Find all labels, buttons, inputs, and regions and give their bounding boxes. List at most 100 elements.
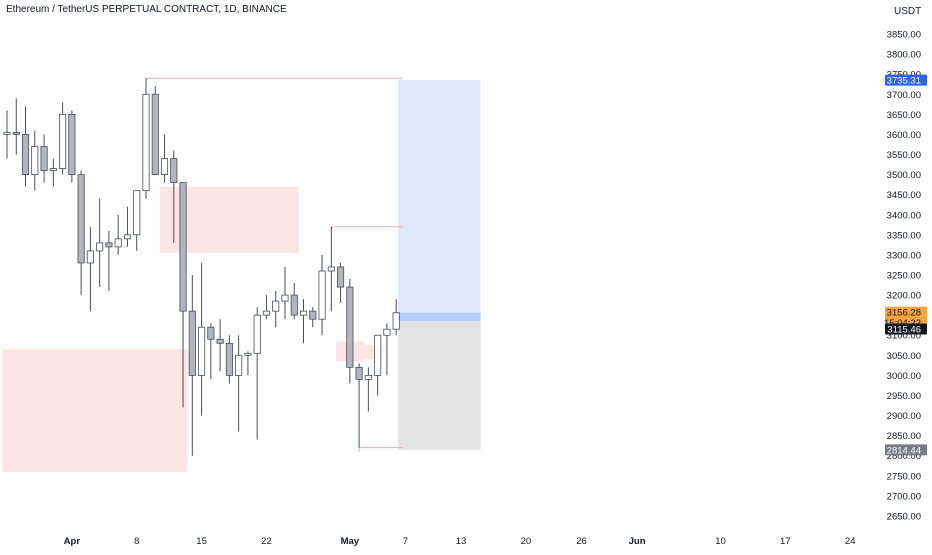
x-tick-5: 7 [403,536,408,547]
supply-zone-0 [2,349,188,472]
badge-stop-value: 2814.44 [887,445,921,456]
candle-body-11 [105,242,113,248]
y-tick-11: 3200.00 [887,291,921,302]
candle-body-32 [299,310,308,316]
candle-body-15 [142,93,150,192]
candle-body-26 [244,352,252,356]
y-tick-24: 3850.00 [887,30,921,41]
y-tick-13: 3300.00 [887,250,921,261]
y-tick-23: 3800.00 [887,50,921,61]
candle-body-30 [281,294,289,302]
candle-body-38 [355,366,363,380]
candle-body-35 [327,266,335,272]
candle-body-40 [374,334,382,376]
candle-body-28 [262,310,270,316]
currency-label[interactable]: USDT [894,6,922,17]
x-tick-0: Apr [64,536,81,547]
x-tick-11: 17 [780,536,791,547]
candle-body-1 [12,132,20,135]
candles-layer [3,78,400,456]
y-tick-15: 3400.00 [887,210,921,221]
y-tick-16: 3450.00 [887,190,921,201]
candle-body-34 [318,270,326,320]
candle-body-21 [198,326,206,376]
target-zone [398,80,481,322]
x-tick-10: 10 [715,536,726,547]
x-tick-4: May [341,536,360,547]
candle-body-36 [337,266,345,288]
candle-body-10 [96,242,104,252]
badge-current [885,306,927,329]
x-tick-12: 24 [845,536,856,547]
candle-body-14 [133,190,141,236]
y-tick-21: 3700.00 [887,90,921,101]
y-tick-5: 2900.00 [887,411,921,422]
candle-body-41 [383,328,391,336]
candle-body-7 [68,113,76,176]
candle-body-22 [207,326,215,340]
candle-body-13 [123,234,132,240]
y-tick-9: 3100.00 [887,331,921,342]
candle-body-33 [309,310,317,320]
candle-body-27 [253,314,261,354]
x-tick-7: 20 [521,536,532,547]
candle-body-19 [179,182,187,312]
candle-body-20 [188,310,196,376]
x-tick-1: 8 [134,536,139,547]
candle-body-24 [225,342,233,376]
stop-zone [398,321,481,450]
y-tick-17: 3500.00 [887,170,921,181]
candle-body-42 [392,312,400,330]
zones-layer [2,186,383,472]
y-tick-7: 3000.00 [887,371,921,382]
y-tick-3: 2800.00 [887,451,921,462]
candle-body-3 [31,146,39,176]
badge-target [885,74,927,86]
y-tick-20: 3650.00 [887,110,921,121]
candle-body-17 [160,158,169,176]
y-tick-2: 2750.00 [887,471,921,482]
badge-entry-value: 3115.46 [887,325,921,336]
x-tick-6: 13 [456,536,467,547]
candle-body-25 [235,354,243,376]
x-tick-3: 22 [261,536,272,547]
badge-entry [885,323,927,335]
candle-body-9 [86,250,94,264]
badge-stop [885,444,927,456]
candle-body-18 [170,158,178,184]
candle-body-6 [59,113,67,169]
chart-title: Ethereum / TetherUS PERPETUAL CONTRACT, … [6,4,287,15]
candle-body-31 [290,294,298,316]
x-tick-9: Jun [629,536,646,547]
candle-body-37 [346,286,354,368]
y-tick-14: 3350.00 [887,230,921,241]
candle-body-4 [40,146,48,171]
position-tool [398,80,481,450]
time-axis: Apr 8 15 22 May 7 13 20 26 Jun 10 17 24 [64,536,856,547]
y-tick-19: 3600.00 [887,130,921,141]
candle-body-39 [364,374,372,380]
y-tick-8: 3050.00 [887,351,921,362]
candle-body-23 [216,338,224,344]
x-tick-8: 26 [576,536,587,547]
badge-current-value: 3156.28 [887,308,921,319]
candle-body-2 [21,134,30,176]
y-tick-0: 2650.00 [887,511,921,522]
y-tick-18: 3550.00 [887,150,921,161]
y-tick-1: 2700.00 [887,491,921,502]
y-tick-4: 2850.00 [887,431,921,442]
y-tick-6: 2950.00 [887,391,921,402]
y-tick-12: 3250.00 [887,271,921,282]
badge-target-value: 3735.31 [887,76,921,87]
candle-body-8 [77,174,85,264]
candle-body-5 [49,168,57,171]
candle-body-16 [151,93,159,176]
entry-band [398,312,481,322]
x-tick-2: 15 [196,536,207,547]
candle-body-29 [272,300,280,312]
candle-body-12 [114,238,122,248]
candle-body-0 [3,132,11,135]
